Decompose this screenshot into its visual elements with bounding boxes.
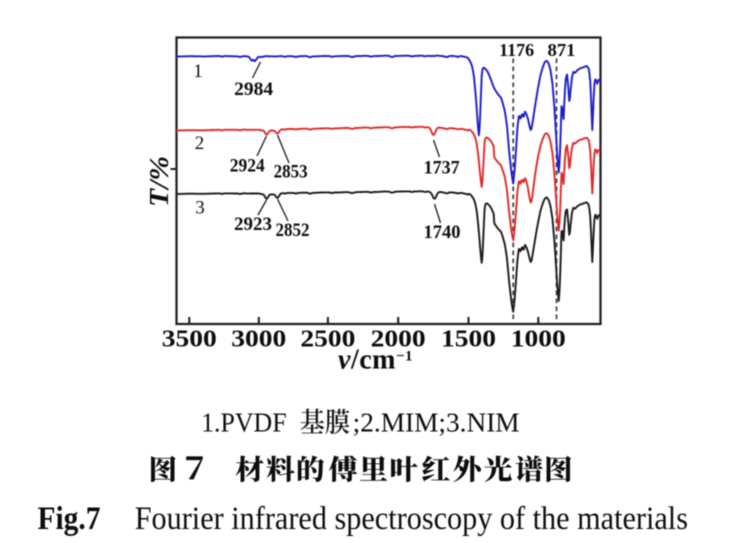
svg-text:1.PVDF: 1.PVDF: [201, 407, 287, 437]
svg-text:2923: 2923: [234, 214, 272, 235]
svg-text:2852: 2852: [276, 220, 310, 241]
svg-text:2000: 2000: [371, 327, 426, 353]
svg-text:2500: 2500: [300, 327, 355, 353]
svg-text:Fourier infrared spectroscopy: Fourier infrared spectroscopy of the mat…: [135, 501, 688, 537]
svg-text:1737: 1737: [424, 158, 460, 179]
svg-text:1176: 1176: [499, 40, 534, 60]
svg-text:1: 1: [193, 61, 203, 82]
svg-text:2924: 2924: [230, 156, 265, 177]
svg-text:871: 871: [548, 40, 576, 60]
svg-text:3: 3: [195, 198, 205, 219]
svg-text:3500: 3500: [162, 327, 217, 353]
svg-text:Fig.7: Fig.7: [38, 501, 101, 537]
svg-text:1500: 1500: [441, 327, 496, 353]
svg-text:;2.MIM;3.NIM: ;2.MIM;3.NIM: [353, 407, 520, 437]
svg-text:1740: 1740: [424, 222, 461, 243]
svg-text:2984: 2984: [234, 79, 274, 100]
svg-text:2853: 2853: [274, 162, 308, 183]
svg-text:3000: 3000: [231, 327, 286, 353]
svg-text:1000: 1000: [511, 327, 566, 353]
svg-text:T/%: T/%: [144, 156, 174, 207]
svg-text:ν/cm−1: ν/cm−1: [338, 345, 413, 376]
svg-text:2: 2: [195, 133, 205, 154]
